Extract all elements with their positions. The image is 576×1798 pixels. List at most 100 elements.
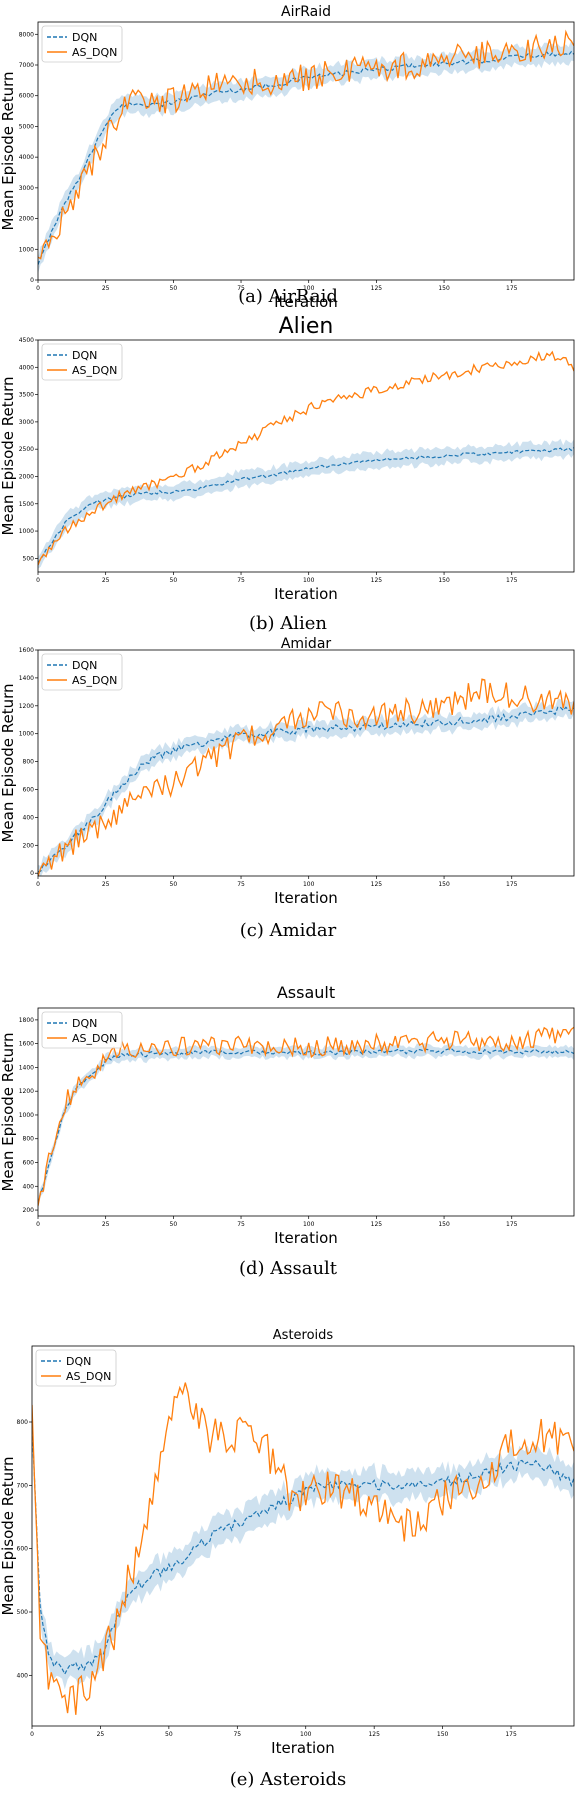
series-band-dqn [38,438,574,569]
series-line-as_dqn [38,29,574,260]
legend-label-dqn: DQN [72,1017,97,1030]
y-tick-label: 1000 [19,528,34,535]
series-band-dqn [32,1407,574,1690]
x-tick-label: 150 [438,577,450,584]
y-tick-label: 3000 [19,185,34,192]
y-tick-label: 800 [23,759,35,766]
legend: DQN AS_DQN [41,653,123,691]
legend: DQN AS_DQN [41,25,123,63]
x-tick-label: 125 [371,881,383,888]
legend-label-as_dqn: AS_DQN [66,1370,111,1383]
chart-panel-amidar: Amidar 0 25 50 75 100 125 150 175 0 200 400 600 800 10… [0,636,576,988]
y-tick-label: 1500 [19,501,34,508]
y-tick-label: 600 [23,1160,35,1167]
legend-label-as_dqn: AS_DQN [72,364,117,377]
y-tick-label: 1000 [19,731,34,738]
x-axis-label: Iteration [274,293,338,311]
x-tick-label: 175 [506,285,518,292]
caption-asteroids: (e) Asteroids [229,1769,347,1790]
y-axis-label: Mean Episode Return [0,1032,17,1191]
plot-frame [37,339,575,573]
chart-panel-airraid: AirRaid 0 25 50 75 100 125 150 175 0 1000 2000 3000 4… [0,0,576,340]
x-axis-label: Iteration [271,1739,335,1757]
x-tick-label: 175 [506,1221,518,1228]
y-tick-label: 400 [23,1183,35,1190]
x-tick-label: 25 [102,577,110,584]
chart-panel-alien: Alien 0 25 50 75 100 125 150 175 500 1000 1500 2000 2… [0,310,576,670]
legend-box [41,343,123,381]
x-axis-label: Iteration [274,1229,338,1247]
y-tick-label: 6000 [19,93,34,100]
x-tick-label: 0 [36,1221,40,1228]
x-tick-label: 100 [303,577,315,584]
plot-frame [37,649,575,877]
x-tick-label: 175 [506,881,518,888]
x-tick-label: 25 [102,285,110,292]
x-axis-label: Iteration [274,585,338,603]
chart-panel-assault: Assault 0 25 50 75 100 125 150 175 200 400 600 800 10… [0,982,576,1332]
legend-box [41,1011,123,1049]
x-tick-label: 175 [505,1731,517,1738]
y-tick-label: 1000 [19,1112,34,1119]
y-tick-label: 1600 [19,1041,34,1048]
x-tick-label: 75 [237,881,245,888]
legend-box [35,1349,117,1387]
x-tick-label: 125 [371,285,383,292]
series-line-as_dqn [38,678,574,876]
chart-title: Asteroids [273,1328,334,1343]
series-line-as_dqn [38,1026,574,1206]
y-axis-label: Mean Episode Return [0,1456,17,1615]
plot-area [38,1026,574,1210]
legend: DQN AS_DQN [35,1349,117,1387]
x-tick-label: 25 [102,881,110,888]
y-tick-label: 500 [17,1609,29,1616]
x-tick-label: 25 [97,1731,105,1738]
plot-area [32,1382,574,1715]
x-tick-label: 150 [438,1221,450,1228]
y-tick-label: 600 [17,1546,29,1553]
y-tick-label: 3000 [19,419,34,426]
legend-label-dqn: DQN [72,349,97,362]
chart-title: Amidar [281,636,332,652]
chart-assault: Assault 0 25 50 75 100 125 150 175 200 400 600 800 10… [0,983,575,1247]
y-tick-label: 1000 [19,246,34,253]
y-tick-label: 0 [30,277,34,284]
x-tick-label: 125 [371,1221,383,1228]
chart-amidar: Amidar 0 25 50 75 100 125 150 175 0 200 400 600 800 10… [0,636,575,907]
y-axis-label: Mean Episode Return [0,376,17,535]
legend-label-as_dqn: AS_DQN [72,674,117,687]
x-tick-label: 50 [170,285,178,292]
x-tick-label: 75 [237,1221,245,1228]
y-axis-label: Mean Episode Return [0,71,17,230]
x-tick-label: 125 [371,577,383,584]
y-tick-label: 2500 [19,446,34,453]
series-line-dqn [38,1048,574,1203]
x-tick-label: 100 [303,285,315,292]
legend: DQN AS_DQN [41,343,123,381]
legend-label-as_dqn: AS_DQN [72,46,117,59]
series-band-dqn [38,39,574,274]
chart-airraid: AirRaid 0 25 50 75 100 125 150 175 0 1000 2000 3000 4… [0,4,575,311]
chart-title: AirRaid [281,4,331,20]
series-line-dqn [32,1424,574,1676]
y-tick-label: 1200 [19,703,34,710]
y-tick-label: 3500 [19,392,34,399]
x-tick-label: 75 [233,1731,241,1738]
legend: DQN AS_DQN [41,1011,123,1049]
plot-frame [31,1345,575,1727]
x-tick-label: 0 [30,1731,34,1738]
x-tick-label: 150 [438,285,450,292]
y-tick-label: 4500 [19,337,34,344]
y-tick-label: 600 [23,787,35,794]
y-tick-label: 2000 [19,216,34,223]
y-tick-label: 5000 [19,123,34,130]
plot-area [38,29,574,274]
y-tick-label: 400 [17,1672,29,1679]
y-tick-label: 4000 [19,364,34,371]
x-tick-label: 125 [368,1731,380,1738]
x-tick-label: 175 [506,577,518,584]
y-tick-label: 0 [30,870,34,877]
series-line-as_dqn [38,350,574,566]
chart-alien: Alien 0 25 50 75 100 125 150 175 500 1000 1500 2000 2… [0,314,575,603]
x-tick-label: 50 [170,577,178,584]
